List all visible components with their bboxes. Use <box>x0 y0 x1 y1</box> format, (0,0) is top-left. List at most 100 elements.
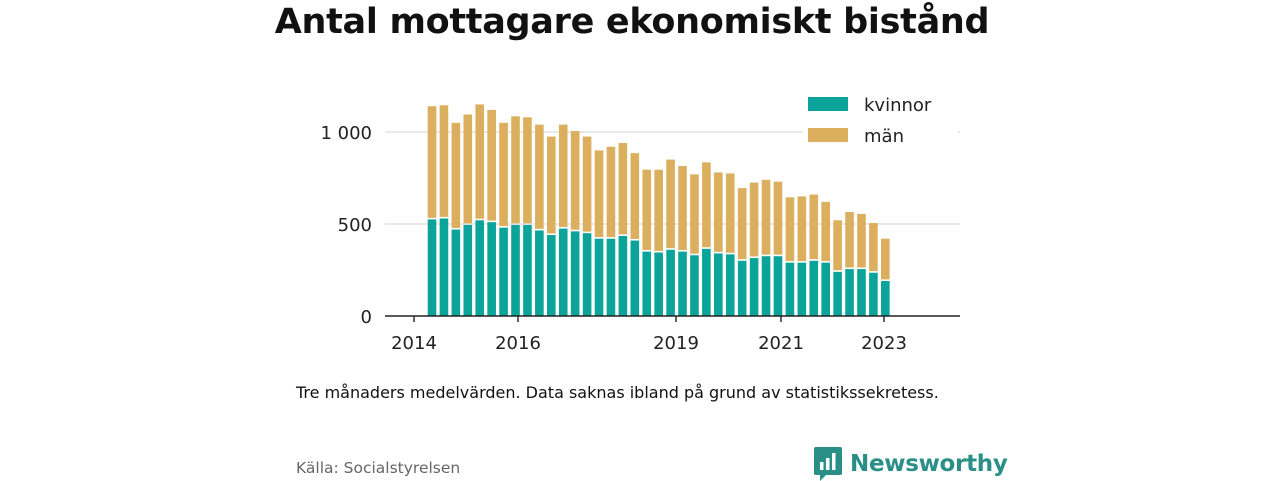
bar-kvinnor <box>845 269 854 316</box>
bar-kvinnor <box>606 238 616 316</box>
bars-group <box>427 104 890 316</box>
bar-man <box>869 223 878 272</box>
bar-man <box>606 146 616 238</box>
bar-kvinnor <box>427 219 437 316</box>
bar-man <box>857 213 866 268</box>
bar-kvinnor <box>547 235 556 316</box>
y-tick-label: 0 <box>361 307 372 328</box>
chart-note: Tre månaders medelvärden. Data saknas ib… <box>296 383 939 402</box>
x-tick-label: 2019 <box>653 333 699 354</box>
brand-name: Newsworthy <box>850 451 1008 477</box>
bar-man <box>570 131 580 230</box>
x-tick-label: 2014 <box>391 333 437 354</box>
bar-man <box>642 169 652 250</box>
legend-swatch <box>808 128 848 142</box>
bar-kvinnor <box>463 224 473 316</box>
bar-kvinnor <box>523 224 532 316</box>
bar-man <box>547 136 556 234</box>
bar-man <box>499 122 508 227</box>
x-tick-label: 2016 <box>495 333 541 354</box>
bar-kvinnor <box>761 256 771 316</box>
bar-man <box>558 124 568 227</box>
bar-kvinnor <box>725 254 735 316</box>
newsworthy-logo: Newsworthy <box>814 447 1008 481</box>
bar-man <box>451 122 461 228</box>
bar-kvinnor <box>630 240 640 316</box>
bar-kvinnor <box>797 262 807 316</box>
bar-man <box>725 173 735 253</box>
bar-kvinnor <box>749 258 759 316</box>
bar-kvinnor <box>821 262 830 316</box>
y-axis-ticks: 0 500 1 000 <box>320 123 372 328</box>
bar-kvinnor <box>833 271 842 316</box>
bar-man <box>594 150 604 238</box>
bar-kvinnor <box>582 233 592 316</box>
bar-kvinnor <box>511 224 520 316</box>
bar-man <box>535 124 544 229</box>
bar-man <box>630 153 640 239</box>
chart-title: Antal mottagare ekonomiskt bistånd <box>274 2 990 42</box>
bar-kvinnor <box>702 248 711 316</box>
bar-man <box>702 162 711 248</box>
bar-kvinnor <box>737 260 747 316</box>
x-tick-label: 2021 <box>758 333 804 354</box>
bar-kvinnor <box>773 256 783 316</box>
bar-kvinnor <box>487 222 496 316</box>
bar-man <box>523 117 532 224</box>
bar-man <box>797 196 807 262</box>
bar-kvinnor <box>714 253 723 316</box>
bar-man <box>845 212 854 268</box>
bar-man <box>582 136 592 232</box>
bar-kvinnor <box>570 231 580 316</box>
bar-kvinnor <box>666 249 675 316</box>
bar-kvinnor <box>881 281 890 316</box>
bar-man <box>463 114 473 224</box>
y-tick-label: 500 <box>338 215 372 236</box>
bar-man <box>714 172 723 252</box>
bar-man <box>737 188 747 260</box>
bar-kvinnor <box>642 251 652 316</box>
bar-man <box>487 109 496 221</box>
bar-kvinnor <box>499 227 508 316</box>
bar-man <box>511 116 520 224</box>
bar-man <box>439 105 449 217</box>
bar-kvinnor <box>439 218 449 316</box>
bar-kvinnor <box>690 255 699 316</box>
bar-kvinnor <box>535 230 544 316</box>
bar-man <box>821 201 830 262</box>
source-text: Källa: Socialstyrelsen <box>296 459 461 477</box>
bar-man <box>618 143 628 235</box>
legend-swatch <box>808 97 848 111</box>
bar-man <box>678 166 687 250</box>
x-axis-ticks: 2014 2016 2019 2021 2023 <box>391 316 907 354</box>
bar-man <box>427 106 437 218</box>
bar-kvinnor <box>809 260 819 316</box>
bar-kvinnor <box>558 228 568 316</box>
bar-man <box>809 194 819 260</box>
bar-kvinnor <box>857 269 866 316</box>
bar-kvinnor <box>618 235 628 316</box>
bar-man <box>475 104 485 219</box>
bar-man <box>666 159 675 249</box>
bar-kvinnor <box>869 272 878 316</box>
bar-man <box>761 179 771 255</box>
legend-label: kvinnor <box>864 95 932 116</box>
legend-label: män <box>864 126 904 147</box>
bar-kvinnor <box>785 262 795 316</box>
bar-kvinnor <box>678 251 687 316</box>
bar-kvinnor <box>594 238 604 316</box>
bar-man <box>785 197 795 262</box>
bar-man <box>833 220 842 271</box>
x-tick-label: 2023 <box>861 333 907 354</box>
bar-man <box>881 238 890 280</box>
bar-kvinnor <box>654 252 663 316</box>
y-tick-label: 1 000 <box>320 123 372 144</box>
bar-man <box>773 181 783 255</box>
bar-kvinnor <box>451 229 461 316</box>
bar-man <box>690 174 699 254</box>
bar-man <box>749 182 759 257</box>
bar-kvinnor <box>475 220 485 316</box>
legend: kvinnor män <box>803 90 958 150</box>
bar-chart-icon <box>814 447 842 481</box>
